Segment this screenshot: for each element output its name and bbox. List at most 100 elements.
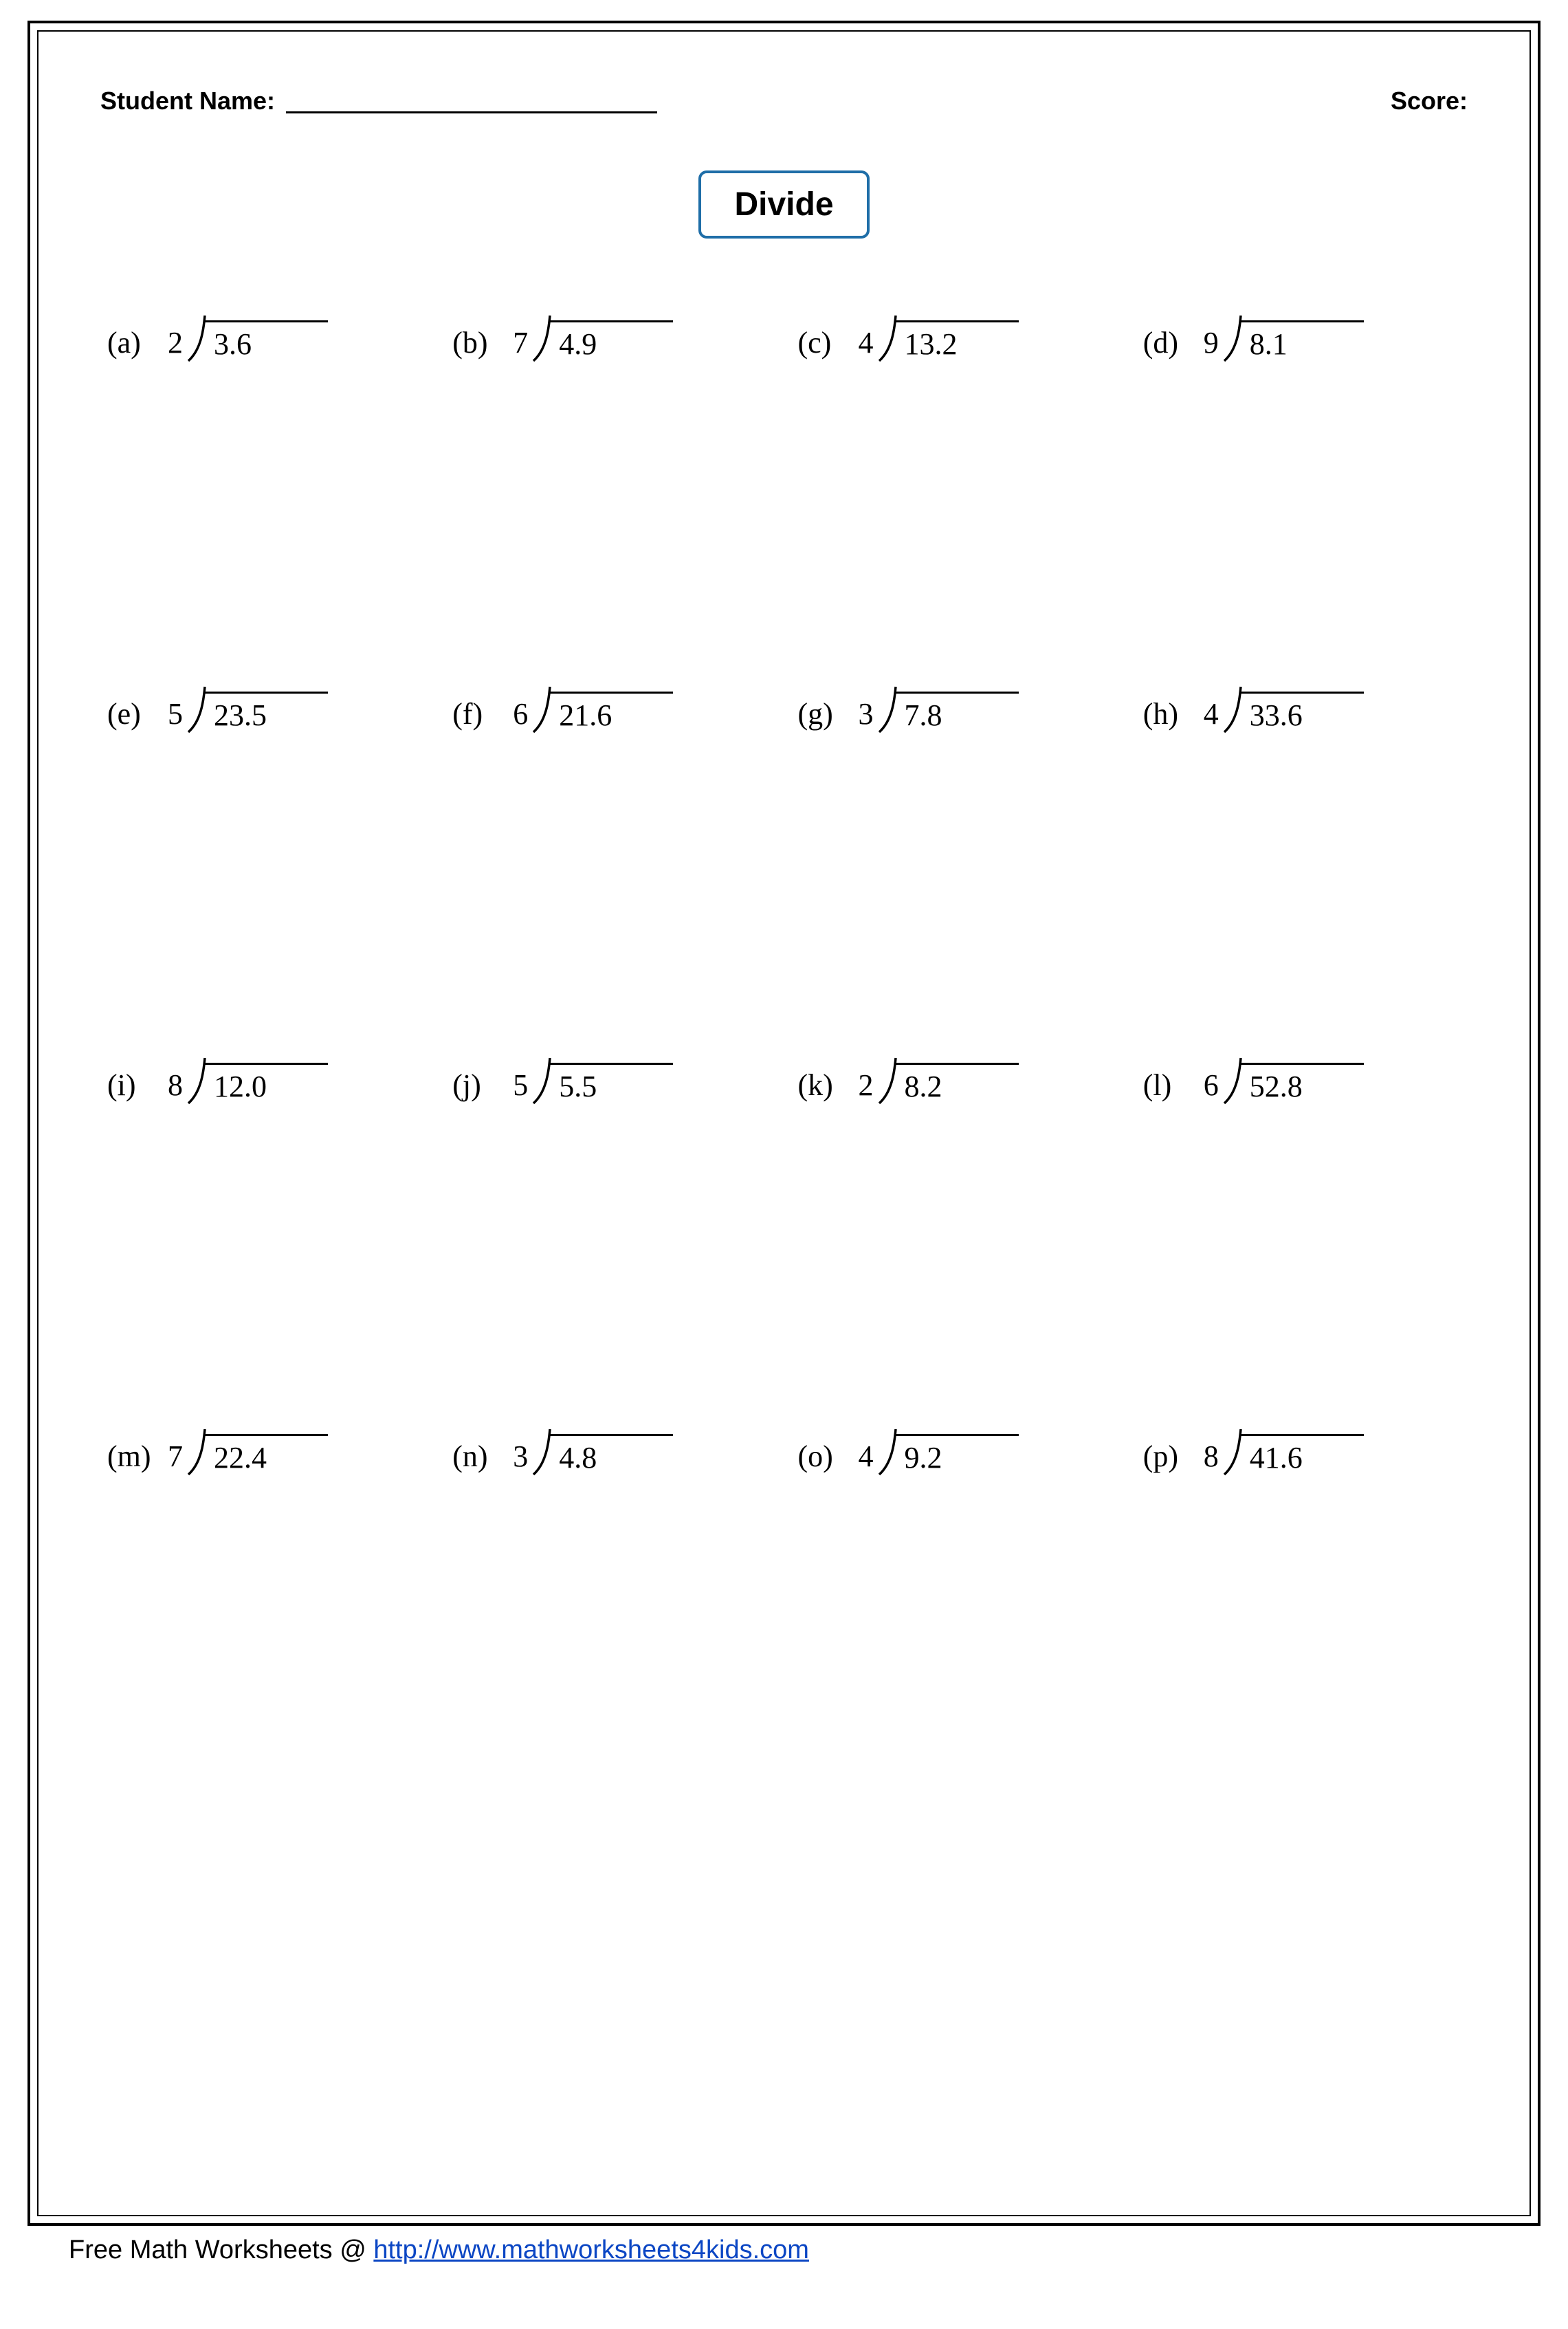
division-bracket-icon [1223,1057,1242,1105]
problem-label: (b) [452,328,500,362]
problem-label: (h) [1143,699,1191,733]
problem-label: (a) [107,328,155,362]
problem: (j)55.5 [452,1057,770,1105]
problem: (h) 433.6 [1143,685,1461,733]
division-bracket-icon [532,1057,551,1105]
page-outer-border: Student Name: Score: Divide (a)23.6(b)74… [27,21,1541,2226]
problem: (a)23.6 [107,314,425,362]
long-division-symbol: 812.0 [168,1057,328,1105]
problem: (i)812.0 [107,1057,425,1105]
problem-label: (i) [107,1070,155,1105]
problem-label: (n) [452,1442,500,1476]
problem: (f)621.6 [452,685,770,733]
long-division-symbol: 98.1 [1204,314,1364,362]
divisor: 3 [513,1442,532,1476]
footer-prefix: Free Math Worksheets @ [69,2236,373,2264]
dividend: 33.6 [1240,692,1364,733]
dividend: 21.6 [549,692,673,733]
problem-label: (o) [798,1442,846,1476]
division-bracket-icon [187,1428,206,1476]
score-label: Score: [1391,87,1468,115]
division-bracket-icon [1223,685,1242,733]
problem: (l)652.8 [1143,1057,1461,1105]
problem-label: (l) [1143,1070,1191,1105]
long-division-symbol: 621.6 [513,685,673,733]
long-division-symbol: 34.8 [513,1428,673,1476]
long-division-symbol: 23.6 [168,314,328,362]
division-bracket-icon [1223,1428,1242,1476]
long-division-symbol: 722.4 [168,1428,328,1476]
long-division-symbol: 28.2 [859,1057,1019,1105]
long-division-symbol: 49.2 [859,1428,1019,1476]
problem-label: (c) [798,328,846,362]
divisor: 3 [859,699,878,733]
dividend: 4.8 [549,1434,673,1476]
problem: (b)74.9 [452,314,770,362]
divisor: 7 [168,1442,187,1476]
problem-label: (g) [798,699,846,733]
divisor: 6 [1204,1070,1223,1105]
dividend: 5.5 [549,1063,673,1105]
problem: (e)523.5 [107,685,425,733]
divisor: 9 [1204,328,1223,362]
dividend: 7.8 [895,692,1019,733]
dividend: 41.6 [1240,1434,1364,1476]
dividend: 12.0 [204,1063,328,1105]
division-bracket-icon [532,314,551,362]
dividend: 13.2 [895,320,1019,362]
problem-label: (e) [107,699,155,733]
dividend: 8.1 [1240,320,1364,362]
problem-label: (p) [1143,1442,1191,1476]
problem: (p)841.6 [1143,1428,1461,1476]
long-division-symbol: 652.8 [1204,1057,1364,1105]
problem-label: (m) [107,1442,155,1476]
divisor: 5 [513,1070,532,1105]
dividend: 9.2 [895,1434,1019,1476]
divisor: 2 [859,1070,878,1105]
divisor: 8 [168,1070,187,1105]
dividend: 4.9 [549,320,673,362]
long-division-symbol: 841.6 [1204,1428,1364,1476]
division-bracket-icon [878,314,897,362]
long-division-symbol: 523.5 [168,685,328,733]
division-bracket-icon [1223,314,1242,362]
dividend: 8.2 [895,1063,1019,1105]
divisor: 7 [513,328,532,362]
student-name-label: Student Name: [100,87,275,115]
problem: (c)413.2 [798,314,1116,362]
dividend: 22.4 [204,1434,328,1476]
dividend: 52.8 [1240,1063,1364,1105]
footer: Free Math Worksheets @ http://www.mathwo… [27,2236,1541,2265]
long-division-symbol: 37.8 [859,685,1019,733]
division-bracket-icon [878,1057,897,1105]
long-division-symbol: 74.9 [513,314,673,362]
problem: (n)34.8 [452,1428,770,1476]
footer-link[interactable]: http://www.mathworksheets4kids.com [373,2236,809,2264]
problem-label: (d) [1143,328,1191,362]
divisor: 6 [513,699,532,733]
problem: (g)37.8 [798,685,1116,733]
divisor: 2 [168,328,187,362]
student-name-field: Student Name: [100,87,657,115]
dividend: 23.5 [204,692,328,733]
dividend: 3.6 [204,320,328,362]
problems-grid: (a)23.6(b)74.9(c)413.2(d)98.1(e)523.5(f)… [100,314,1468,1476]
problem: (o)49.2 [798,1428,1116,1476]
page-inner-border: Student Name: Score: Divide (a)23.6(b)74… [37,30,1531,2216]
division-bracket-icon [532,1428,551,1476]
problem-label: (f) [452,699,500,733]
divisor: 4 [859,328,878,362]
divisor: 5 [168,699,187,733]
long-division-symbol: 413.2 [859,314,1019,362]
divisor: 4 [859,1442,878,1476]
problem-label: (k) [798,1070,846,1105]
long-division-symbol: 55.5 [513,1057,673,1105]
problem: (d)98.1 [1143,314,1461,362]
problem-label: (j) [452,1070,500,1105]
long-division-symbol: 433.6 [1204,685,1364,733]
division-bracket-icon [187,1057,206,1105]
worksheet-title-box: Divide [698,170,869,239]
division-bracket-icon [878,685,897,733]
problem: (k)28.2 [798,1057,1116,1105]
divisor: 8 [1204,1442,1223,1476]
